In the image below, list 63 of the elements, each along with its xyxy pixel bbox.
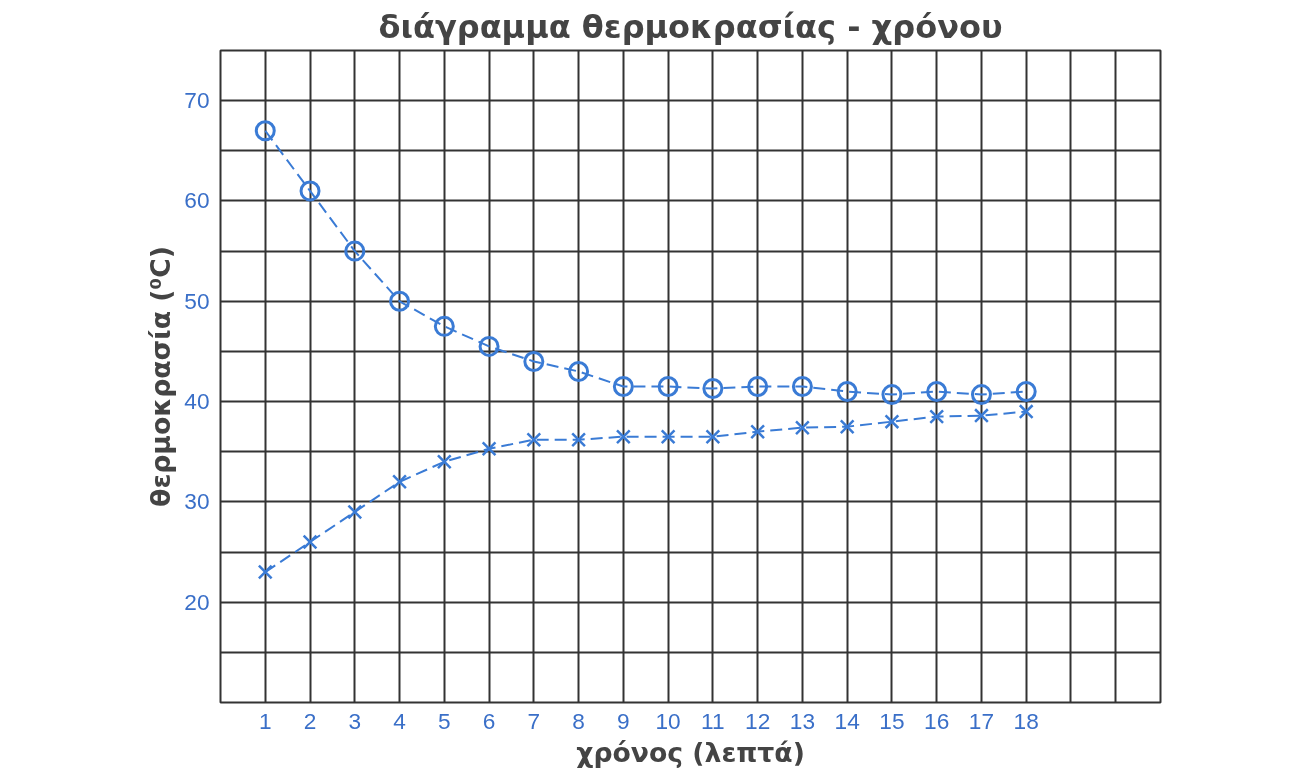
point: [347, 504, 363, 520]
point: [836, 381, 858, 403]
x-tick-label: 11: [701, 707, 725, 734]
point: [881, 384, 903, 406]
point: [657, 376, 679, 398]
x-tick-label: 10: [655, 707, 681, 734]
point: [526, 432, 542, 448]
point: [1018, 403, 1034, 420]
point: [926, 381, 948, 403]
point: [389, 290, 411, 312]
point: [1015, 381, 1037, 403]
point: [478, 335, 500, 357]
point: [973, 408, 990, 424]
x-tick-label: 16: [924, 707, 950, 734]
y-tick-label: 50: [184, 287, 210, 314]
x-tick-label: 8: [572, 707, 585, 734]
point: [433, 315, 455, 337]
point: [660, 429, 676, 445]
point: [747, 376, 769, 398]
point: [615, 429, 631, 445]
x-tick-label: 12: [745, 707, 771, 734]
y-axis-title: θερμοκρασία (⁰C): [145, 246, 177, 507]
x-tick-label: 17: [968, 707, 995, 734]
point: [344, 240, 366, 262]
point: [612, 376, 634, 398]
y-tick-label: 40: [184, 388, 210, 415]
y-tick-label: 70: [184, 87, 210, 114]
y-tick-label: 30: [184, 488, 210, 515]
point: [391, 474, 408, 490]
x-tick-label: 4: [393, 707, 406, 734]
y-tick-label: 20: [184, 588, 210, 615]
x-tick-label: 2: [303, 707, 317, 734]
point: [568, 361, 590, 382]
x-tick-label: 1: [258, 707, 272, 734]
y-tick-label: 60: [184, 187, 210, 214]
point: [481, 441, 497, 457]
point: [702, 378, 724, 400]
point: [254, 120, 276, 142]
x-tick-label: 14: [834, 707, 860, 734]
point: [750, 424, 766, 440]
point: [257, 564, 273, 580]
x-tick-label: 9: [617, 707, 630, 734]
x-tick-label: 3: [348, 707, 362, 734]
x-axis-title: χρόνος (λεπτά): [576, 736, 805, 768]
point: [929, 409, 945, 425]
x-tick-label: 15: [879, 707, 905, 734]
x-tick-label: 7: [527, 707, 541, 734]
point: [302, 534, 318, 550]
x-tick-label: 6: [482, 707, 496, 734]
x-tick-label: 13: [789, 707, 816, 734]
point: [884, 414, 900, 430]
chart-title: διάγραμμα θερμοκρασίας - χρόνου: [378, 7, 1003, 46]
point: [791, 376, 813, 398]
x-tick-label: 5: [438, 707, 451, 734]
point: [299, 180, 321, 202]
point: [705, 429, 721, 445]
x-tick-label: 18: [1013, 707, 1039, 734]
point: [570, 432, 587, 448]
point: [839, 419, 855, 435]
point: [523, 350, 545, 372]
point: [970, 384, 992, 406]
point: [436, 454, 452, 470]
point: [794, 420, 811, 436]
